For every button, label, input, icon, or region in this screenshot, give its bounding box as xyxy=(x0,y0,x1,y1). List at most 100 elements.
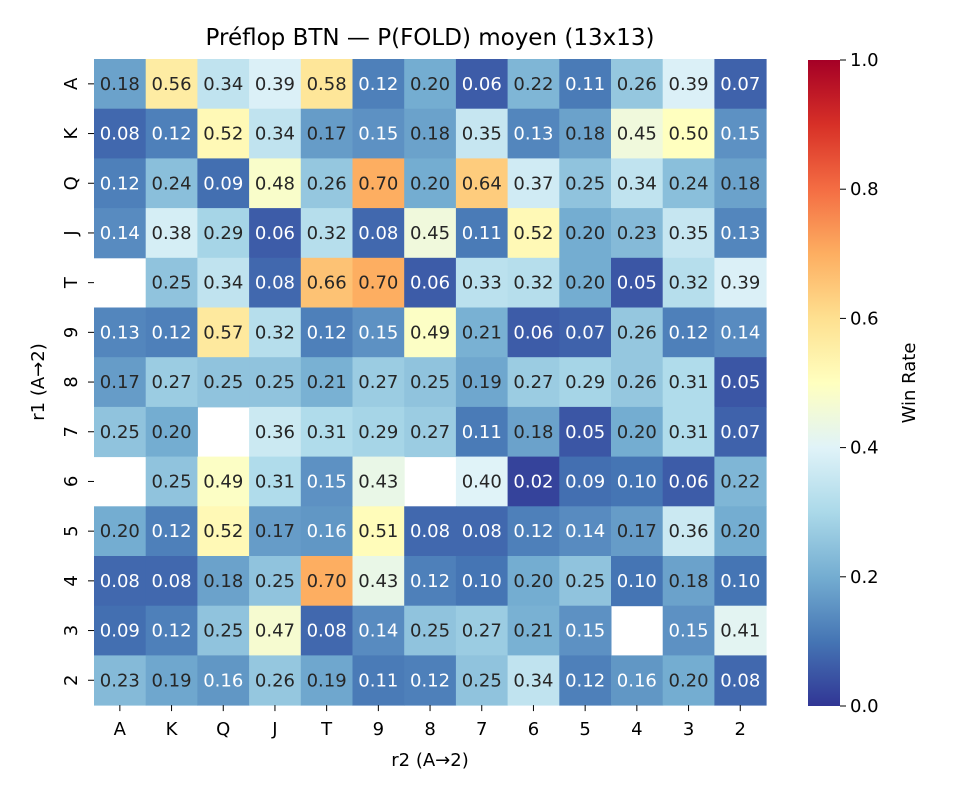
heatmap-cell xyxy=(404,605,457,656)
heatmap-cell xyxy=(507,158,560,209)
heatmap-cell xyxy=(611,59,664,110)
cell-value-label: 0.22 xyxy=(720,471,760,492)
heatmap-cell xyxy=(197,506,250,557)
heatmap-cell xyxy=(352,59,405,110)
cell-value-label: 0.17 xyxy=(307,124,347,145)
colorbar-ticks: 0.0 0.2 0.4 0.6 0.8 1.0 xyxy=(840,50,879,717)
chart-title: Préflop BTN — P(FOLD) moyen (13x13) xyxy=(206,25,655,51)
y-tick-label: J xyxy=(61,230,82,236)
cell-value-label: 0.09 xyxy=(100,621,140,642)
heatmap-cell xyxy=(145,655,198,706)
cell-value-label: 0.20 xyxy=(669,670,709,691)
heatmap-cell xyxy=(455,456,509,507)
heatmap-cell xyxy=(145,307,198,358)
x-tick-label: T xyxy=(320,719,333,740)
heatmap-cell xyxy=(249,357,302,408)
heatmap-cell xyxy=(662,208,715,259)
heatmap-cell xyxy=(94,605,147,656)
heatmap-cell xyxy=(559,655,612,706)
cell-value-label: 0.07 xyxy=(565,322,605,343)
heatmap-cell xyxy=(145,506,198,557)
heatmap-cell xyxy=(559,556,612,607)
cell-value-label: 0.17 xyxy=(617,521,657,542)
heatmap-cell xyxy=(145,158,198,209)
cell-value-label: 0.18 xyxy=(203,571,243,592)
y-tick-label: 9 xyxy=(61,327,82,338)
colorbar-tick-label: 0.8 xyxy=(850,179,879,200)
heatmap-cell xyxy=(507,59,560,110)
heatmap-cell xyxy=(352,307,405,358)
heatmap-cell xyxy=(611,208,664,259)
cell-value-label: 0.10 xyxy=(617,571,657,592)
y-tick-label: 2 xyxy=(61,675,82,686)
heatmap-cell xyxy=(559,605,612,656)
cell-value-label: 0.26 xyxy=(255,670,295,691)
cell-value-label: 0.45 xyxy=(617,124,657,145)
heatmap-cell xyxy=(197,357,250,408)
cell-value-label: 0.19 xyxy=(307,670,347,691)
cell-value-label: 0.25 xyxy=(152,471,192,492)
x-tick-label: J xyxy=(271,719,277,740)
heatmap-cell xyxy=(662,655,715,706)
cell-value-label: 0.34 xyxy=(203,273,243,294)
cell-value-label: 0.15 xyxy=(307,471,347,492)
cell-value-label: 0.18 xyxy=(565,124,605,145)
x-tick-label: 9 xyxy=(373,719,384,740)
cell-value-label: 0.21 xyxy=(513,621,553,642)
cell-value-label: 0.70 xyxy=(358,273,398,294)
cell-value-label: 0.17 xyxy=(100,372,140,393)
cell-value-label: 0.20 xyxy=(565,223,605,244)
cell-value-label: 0.39 xyxy=(255,74,295,95)
cell-value-label: 0.36 xyxy=(255,422,295,443)
heatmap-cell xyxy=(455,605,509,656)
heatmap-cell xyxy=(249,307,302,358)
cell-value-label: 0.20 xyxy=(410,74,450,95)
heatmap-cell xyxy=(507,456,560,507)
heatmap-cell xyxy=(94,655,147,706)
heatmap-cell xyxy=(507,406,560,458)
cell-value-label: 0.16 xyxy=(307,521,347,542)
cell-value-label: 0.41 xyxy=(720,621,760,642)
cell-value-label: 0.16 xyxy=(617,670,657,691)
cell-value-label: 0.32 xyxy=(669,273,709,294)
cell-value-label: 0.12 xyxy=(307,322,347,343)
y-tick-label: Q xyxy=(61,176,82,190)
cell-value-label: 0.49 xyxy=(203,471,243,492)
heatmap-cell xyxy=(300,208,353,259)
cell-value-label: 0.39 xyxy=(669,74,709,95)
colorbar-tick-label: 1.0 xyxy=(850,50,879,71)
cell-value-label: 0.12 xyxy=(565,670,605,691)
x-tick-label: Q xyxy=(216,719,230,740)
cell-value-label: 0.13 xyxy=(100,322,140,343)
heatmap-cell xyxy=(197,456,250,507)
heatmap-cell xyxy=(404,158,457,209)
heatmap-cell xyxy=(611,158,664,209)
cell-value-label: 0.25 xyxy=(255,372,295,393)
heatmap-cell xyxy=(352,208,405,259)
cell-value-label: 0.26 xyxy=(617,74,657,95)
cell-value-label: 0.19 xyxy=(462,372,502,393)
heatmap-cell xyxy=(94,506,147,557)
heatmap-cell xyxy=(611,108,664,159)
heatmap-cell xyxy=(300,257,353,308)
heatmap-cell xyxy=(145,406,198,458)
cell-value-label: 0.10 xyxy=(720,571,760,592)
cell-value-label: 0.08 xyxy=(462,521,502,542)
cell-value-label: 0.48 xyxy=(255,173,295,194)
cell-value-label: 0.08 xyxy=(100,124,140,145)
cell-value-label: 0.08 xyxy=(410,521,450,542)
heatmap-cell xyxy=(94,158,147,209)
cell-value-label: 0.11 xyxy=(565,74,605,95)
heatmap-cell xyxy=(197,108,250,159)
cell-value-label: 0.20 xyxy=(617,422,657,443)
cell-value-label: 0.37 xyxy=(513,173,553,194)
cell-value-label: 0.26 xyxy=(617,322,657,343)
heatmap-cell xyxy=(94,59,147,110)
cell-value-label: 0.07 xyxy=(720,74,760,95)
colorbar-tick-label: 0.0 xyxy=(850,696,879,717)
y-tick-label: 7 xyxy=(61,426,82,437)
heatmap-cell xyxy=(300,406,353,458)
cell-value-label: 0.35 xyxy=(669,223,709,244)
heatmap-cell xyxy=(404,307,457,358)
heatmap-cell xyxy=(559,406,612,458)
